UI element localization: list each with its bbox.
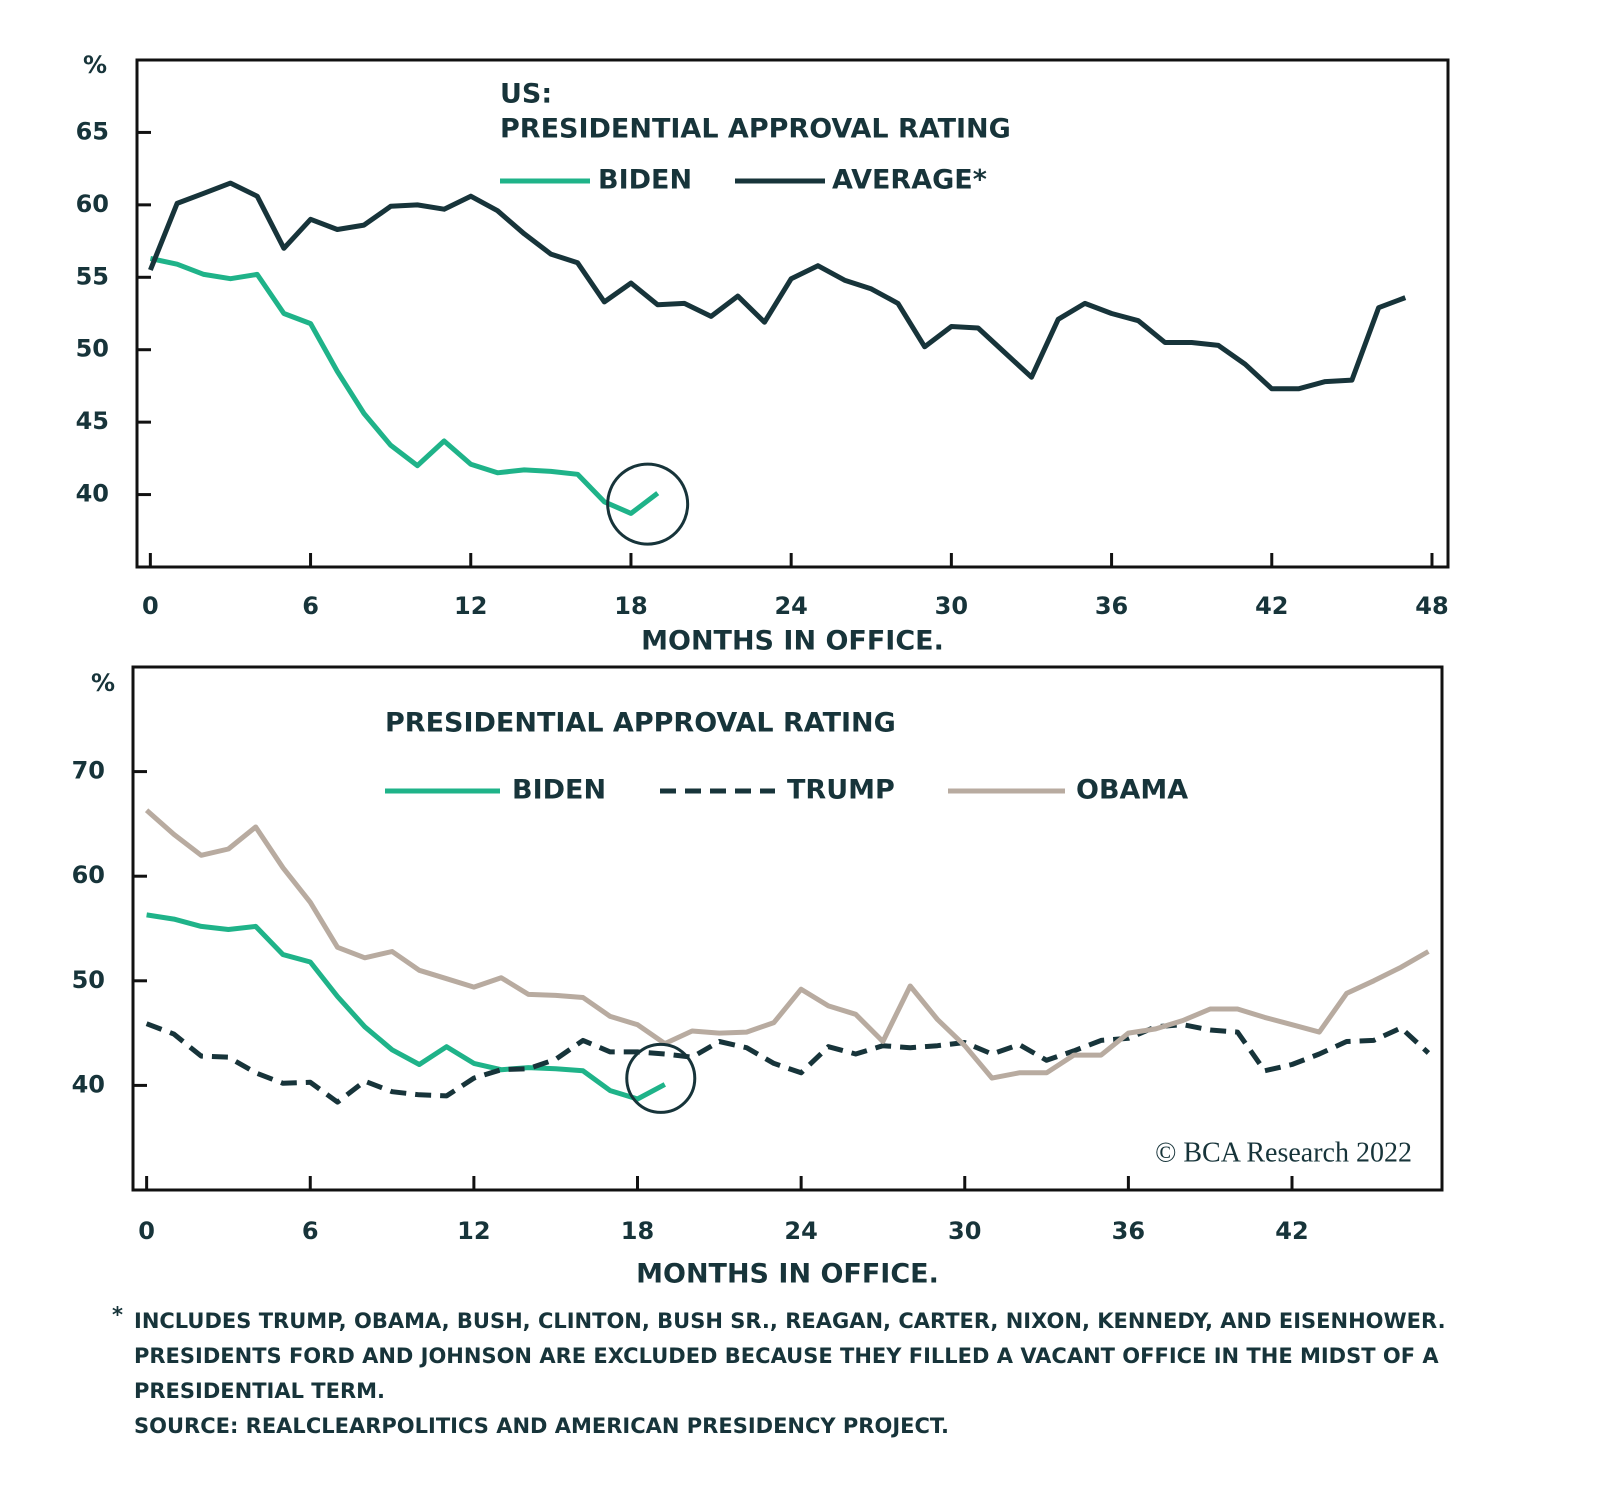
footnote-line: INCLUDES TRUMP, OBAMA, BUSH, CLINTON, BU…	[134, 1309, 1446, 1333]
x-tick-label: 0	[138, 1217, 155, 1245]
x-tick-label: 18	[614, 592, 647, 620]
x-tick-label: 42	[1255, 592, 1288, 620]
series-line	[144, 808, 1430, 1081]
x-tick-label: 30	[948, 1217, 981, 1245]
x-tick-label: 0	[142, 592, 159, 620]
plot-area	[144, 808, 1431, 1105]
footnote-marker: *	[112, 1303, 123, 1327]
x-tick-label: 24	[784, 1217, 817, 1245]
y-tick-label: 70	[72, 757, 105, 785]
series-line	[146, 912, 666, 1102]
x-tick-label: 30	[935, 592, 968, 620]
x-axis-label: MONTHS IN OFFICE.	[641, 626, 944, 657]
legend-label: AVERAGE*	[832, 165, 987, 196]
legend-label: BIDEN	[598, 165, 692, 196]
y-unit: %	[83, 51, 107, 79]
y-tick-label: 40	[72, 1070, 105, 1098]
footnote-line: PRESIDENTS FORD AND JOHNSON ARE EXCLUDED…	[134, 1344, 1439, 1368]
x-tick-label: 12	[457, 1217, 490, 1245]
footnote-line: SOURCE: REALCLEARPOLITICS AND AMERICAN P…	[134, 1414, 949, 1438]
x-tick-label: 48	[1415, 592, 1448, 620]
plot-frame	[131, 665, 1444, 1192]
series-line	[149, 256, 660, 516]
highlight-circle	[606, 462, 690, 546]
chart-title: PRESIDENTIAL APPROVAL RATING	[385, 708, 896, 739]
y-tick-label: 60	[72, 861, 105, 889]
highlight-circle	[625, 1042, 697, 1114]
legend-label: TRUMP	[787, 775, 895, 806]
y-unit: %	[91, 669, 115, 697]
x-tick-label: 12	[454, 592, 487, 620]
plot-area	[148, 180, 1407, 516]
chart-title: PRESIDENTIAL APPROVAL RATING	[500, 114, 1011, 145]
legend-label: OBAMA	[1076, 775, 1188, 806]
x-tick-label: 36	[1112, 1217, 1145, 1245]
x-tick-label: 24	[774, 592, 807, 620]
x-tick-label: 18	[621, 1217, 654, 1245]
y-tick-label: 40	[76, 480, 109, 508]
x-tick-label: 36	[1095, 592, 1128, 620]
legend-label: BIDEN	[512, 775, 606, 806]
watermark: © BCA Research 2022	[1155, 1137, 1412, 1168]
chart-title: US:	[500, 79, 552, 110]
y-tick-label: 60	[76, 190, 109, 218]
series-line	[148, 180, 1407, 392]
series-line	[145, 1021, 1431, 1105]
y-tick-label: 45	[76, 407, 109, 435]
y-tick-label: 50	[76, 335, 109, 363]
y-tick-label: 55	[76, 262, 109, 290]
x-tick-label: 6	[302, 592, 319, 620]
y-tick-label: 50	[72, 966, 105, 994]
y-tick-label: 65	[76, 117, 109, 145]
x-tick-label: 42	[1275, 1217, 1308, 1245]
footnote-line: PRESIDENTIAL TERM.	[134, 1379, 385, 1403]
x-tick-label: 6	[302, 1217, 319, 1245]
x-axis-label: MONTHS IN OFFICE.	[636, 1259, 939, 1290]
